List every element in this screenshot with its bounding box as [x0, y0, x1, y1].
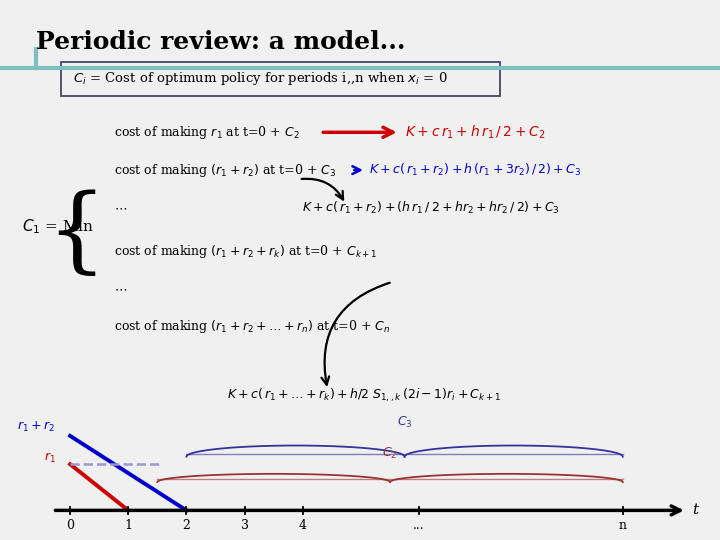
Text: $\cdots$: $\cdots$: [114, 282, 127, 295]
FancyBboxPatch shape: [61, 62, 500, 96]
Text: {: {: [46, 190, 107, 280]
Text: cost of making $(r_1+r_2+ r_k)$ at t=0 + $C_{k+1}$: cost of making $(r_1+r_2+ r_k)$ at t=0 +…: [114, 242, 377, 260]
Text: Periodic review: a model...: Periodic review: a model...: [36, 30, 405, 53]
Text: $r_1$: $r_1$: [44, 451, 55, 465]
Text: $C_3$: $C_3$: [397, 415, 413, 430]
Text: n: n: [618, 519, 627, 532]
Text: $C_2$: $C_2$: [382, 446, 397, 461]
Text: $C_i$ = Cost of optimum policy for periods i,,n when $x_i$ = 0: $C_i$ = Cost of optimum policy for perio…: [73, 70, 448, 87]
Text: cost of making $(r_1+r_2+\ldots+r_n)$ at t=0 + $C_n$: cost of making $(r_1+r_2+\ldots+r_n)$ at…: [114, 318, 390, 335]
Text: 1: 1: [125, 519, 132, 532]
Text: 3: 3: [240, 519, 248, 532]
Text: $K + c(\,r_1+r_2) + (h\,r_1\,/\,2 + hr_2 + hr_2\,/\,2) + C_3$: $K + c(\,r_1+r_2) + (h\,r_1\,/\,2 + hr_2…: [302, 200, 560, 216]
Text: $K + c(\,r_1+\ldots+r_k) + h/2\;S_{1,,k}\,(2i-1)r_i + C_{k+1}$: $K + c(\,r_1+\ldots+r_k) + h/2\;S_{1,,k}…: [227, 387, 501, 404]
Text: $K + c\,r_1 + h\,r_1\,/\,2 + C_2$: $K + c\,r_1 + h\,r_1\,/\,2 + C_2$: [405, 124, 545, 141]
Text: 2: 2: [182, 519, 190, 532]
Text: t: t: [693, 503, 698, 517]
Text: cost of making $(r_1+r_2)$ at t=0 + $C_3$: cost of making $(r_1+r_2)$ at t=0 + $C_3…: [114, 161, 336, 179]
Text: $K + c(\,r_1+r_2) + h\,(r_1 + 3r_2)\,/\,2) + C_3$: $K + c(\,r_1+r_2) + h\,(r_1 + 3r_2)\,/\,…: [369, 162, 582, 178]
Text: $\cdots$: $\cdots$: [114, 201, 127, 214]
Text: ...: ...: [413, 519, 425, 532]
Text: 0: 0: [66, 519, 74, 532]
Text: $C_1$ = Min: $C_1$ = Min: [22, 218, 94, 236]
Text: $r_1+r_2$: $r_1+r_2$: [17, 420, 55, 434]
Text: cost of making $r_1$ at t=0 + $C_2$: cost of making $r_1$ at t=0 + $C_2$: [114, 124, 300, 141]
Text: 4: 4: [299, 519, 307, 532]
